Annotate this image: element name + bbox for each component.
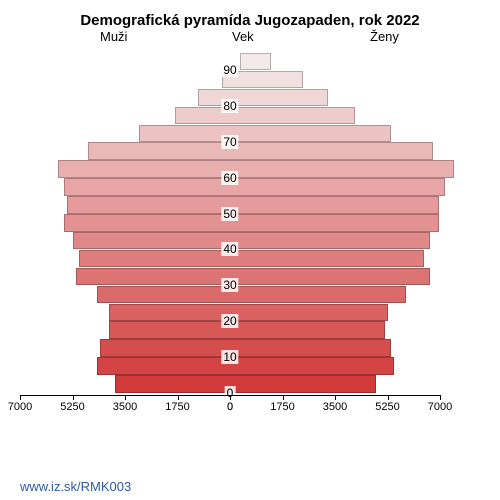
women-bar [250, 107, 355, 124]
x-tick-mark [178, 395, 179, 400]
x-tick-mark [283, 395, 284, 400]
men-bar [240, 53, 251, 70]
sub-labels: Muži Vek Ženy [0, 29, 500, 49]
women-bar [250, 214, 439, 231]
chart-title: Demografická pyramída Jugozapaden, rok 2… [0, 0, 500, 29]
women-side [250, 53, 460, 423]
women-label: Ženy [370, 29, 399, 44]
women-bar [250, 196, 439, 213]
x-tick-label: 3500 [113, 401, 137, 413]
women-bar [250, 71, 303, 88]
x-tick-label: 3500 [323, 401, 347, 413]
women-bar [250, 304, 388, 321]
source-link[interactable]: www.iz.sk/RMK003 [20, 479, 131, 494]
women-bar [250, 321, 385, 338]
x-tick-label: 1750 [270, 401, 294, 413]
women-bar [250, 375, 376, 392]
x-tick-mark [73, 395, 74, 400]
men-bar [175, 107, 250, 124]
x-tick-mark [440, 395, 441, 400]
women-bar [250, 268, 430, 285]
women-bar [250, 286, 406, 303]
men-side [40, 53, 250, 423]
x-tick-mark [230, 395, 231, 400]
age-tick: 60 [221, 171, 238, 185]
x-tick-label: 7000 [8, 401, 32, 413]
chart-container: Demografická pyramída Jugozapaden, rok 2… [0, 0, 500, 500]
age-tick: 20 [221, 314, 238, 328]
age-tick: 10 [221, 350, 238, 364]
x-tick-mark [125, 395, 126, 400]
women-bar [250, 125, 391, 142]
age-tick: 50 [221, 207, 238, 221]
age-tick: 40 [221, 242, 238, 256]
women-bar [250, 89, 328, 106]
age-label: Vek [232, 29, 254, 44]
women-bar [250, 178, 445, 195]
x-tick-mark [335, 395, 336, 400]
men-label: Muži [100, 29, 127, 44]
x-tick-label: 1750 [165, 401, 189, 413]
x-axis-ticks: 7000525035001750001750350052507000 [20, 395, 440, 419]
x-tick-label: 0 [227, 401, 233, 413]
age-tick: 90 [221, 63, 238, 77]
x-tick-label: 7000 [428, 401, 452, 413]
women-bar [250, 250, 424, 267]
age-tick: 30 [221, 278, 238, 292]
x-tick-mark [388, 395, 389, 400]
women-bar [250, 339, 391, 356]
women-bar [250, 232, 430, 249]
age-tick: 80 [221, 99, 238, 113]
x-tick-mark [20, 395, 21, 400]
women-bar [250, 142, 433, 159]
x-tick-label: 5250 [60, 401, 84, 413]
x-tick-label: 5250 [375, 401, 399, 413]
age-tick: 70 [221, 135, 238, 149]
women-bar [250, 53, 271, 70]
women-bar [250, 160, 454, 177]
women-bar [250, 357, 394, 374]
plot-area: 0102030405060708090 70005250350017500017… [20, 53, 480, 423]
